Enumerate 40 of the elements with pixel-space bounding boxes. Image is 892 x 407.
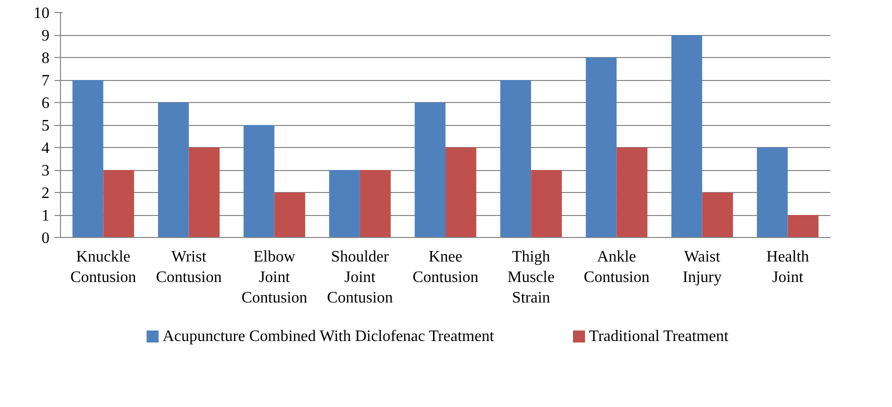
y-tick-label: 8 <box>42 50 50 67</box>
bar <box>788 215 819 238</box>
bar <box>671 35 702 238</box>
x-tick-label: Elbow Joint Contusion <box>241 248 308 306</box>
y-tick-label: 10 <box>34 5 50 22</box>
bar <box>360 170 391 238</box>
y-tick-label: 0 <box>42 230 50 247</box>
x-tick-label: Knuckle Contusion <box>70 248 136 286</box>
y-tick-label: 3 <box>42 162 50 180</box>
y-tick-label: 2 <box>42 185 50 202</box>
bar <box>188 148 220 238</box>
y-tick-label: 5 <box>42 118 50 134</box>
y-tick-label: 7 <box>42 72 50 90</box>
x-tick-label: Shoulder Joint Contusion <box>327 248 393 306</box>
bar <box>103 170 134 238</box>
y-tick-label: 6 <box>42 95 50 112</box>
bar <box>446 148 476 238</box>
bar <box>500 80 532 238</box>
bar <box>158 102 189 238</box>
x-tick-label: Health Joint <box>766 248 810 286</box>
x-tick-label: Knee Contusion <box>412 248 478 286</box>
x-tick-label: Waist Injury <box>682 248 722 286</box>
bar <box>616 148 648 238</box>
bar <box>72 80 104 238</box>
bar <box>274 192 306 238</box>
bar <box>531 170 562 238</box>
bar <box>244 125 274 238</box>
y-tick-label: 1 <box>42 208 50 224</box>
legend-label: Traditional Treatment <box>589 328 729 345</box>
bar <box>702 192 733 238</box>
x-tick-label: Ankle Contusion <box>584 248 650 286</box>
bar <box>586 58 617 238</box>
x-tick-label: Wrist Contusion <box>156 248 222 286</box>
y-tick-label: 9 <box>42 28 50 44</box>
x-tick-label: Thigh Muscle Strain <box>508 248 555 306</box>
bar <box>756 148 788 238</box>
y-tick-label: 4 <box>42 140 50 157</box>
legend-label: Acupuncture Combined With Diclofenac Treatment <box>162 328 495 345</box>
bar <box>329 170 360 238</box>
bar <box>414 102 446 238</box>
